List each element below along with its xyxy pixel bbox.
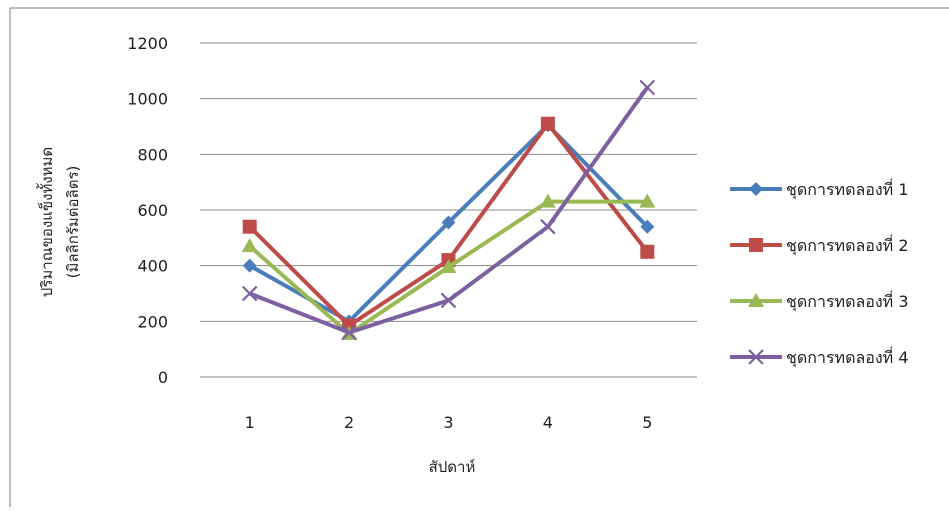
legend-marker xyxy=(749,238,763,252)
data-point xyxy=(341,324,357,341)
data-point xyxy=(540,218,556,235)
data-point xyxy=(241,238,258,253)
legend: ชุดการทดลองที่ 1 ชุดการทดลองที่ 2 ชุดการทด… xyxy=(730,178,909,368)
chart-frame xyxy=(9,7,949,511)
x-tick-label: 2 xyxy=(344,413,354,432)
y-tick-labels: 0 200 400 600 800 1000 1200 xyxy=(127,34,168,387)
x-tick-label: 4 xyxy=(543,413,553,432)
data-point xyxy=(639,193,656,208)
y-tick-label: 0 xyxy=(158,368,168,387)
y-tick-label: 600 xyxy=(137,201,168,220)
legend-label: ชุดการทดลองที่ 2 xyxy=(786,234,909,256)
legend-entry: ชุดการทดลองที่ 4 xyxy=(730,346,909,368)
y-tick-label: 1200 xyxy=(127,34,168,53)
legend-entry: ชุดการทดลองที่ 3 xyxy=(730,290,909,312)
x-tick-label: 3 xyxy=(443,413,453,432)
legend-entry: ชุดการทดลองที่ 1 xyxy=(730,178,909,200)
legend-marker xyxy=(748,293,764,307)
x-tick-label: 1 xyxy=(245,413,255,432)
y-tick-label: 1000 xyxy=(127,90,168,109)
data-point xyxy=(241,285,258,302)
data-point xyxy=(440,292,457,309)
legend-label: ชุดการทดลองที่ 1 xyxy=(786,178,909,200)
y-tick-label: 800 xyxy=(137,145,168,164)
data-point xyxy=(640,244,655,259)
data-point xyxy=(640,219,655,234)
x-tick-label: 5 xyxy=(642,413,652,432)
data-point xyxy=(242,258,257,273)
y-axis-label-line-2: (มิลลิกรัมต่อลิตร) xyxy=(64,166,82,279)
data-point xyxy=(539,193,556,208)
legend-marker xyxy=(748,349,764,365)
y-axis-label: ปริมาณของแข็งทั้งหมด (มิลลิกรัมต่อลิตร) xyxy=(36,147,82,297)
y-tick-label: 200 xyxy=(137,312,168,331)
data-point xyxy=(540,116,555,131)
data-point xyxy=(639,79,656,96)
series-4 xyxy=(241,79,656,341)
data-point xyxy=(441,215,456,230)
series xyxy=(241,79,656,341)
legend-label: ชุดการทดลองที่ 3 xyxy=(786,290,909,312)
x-axis-label: สัปดาห์ xyxy=(429,458,476,476)
legend-label: ชุดการทดลองที่ 4 xyxy=(786,346,909,368)
legend-entry: ชุดการทดลองที่ 2 xyxy=(730,234,909,256)
y-axis-label-line-1: ปริมาณของแข็งทั้งหมด xyxy=(36,147,56,297)
data-point xyxy=(440,259,457,274)
y-tick-label: 400 xyxy=(137,257,168,276)
legend-marker xyxy=(749,182,763,196)
x-tick-labels: 1 2 3 4 5 xyxy=(245,413,653,432)
data-point xyxy=(242,219,257,234)
